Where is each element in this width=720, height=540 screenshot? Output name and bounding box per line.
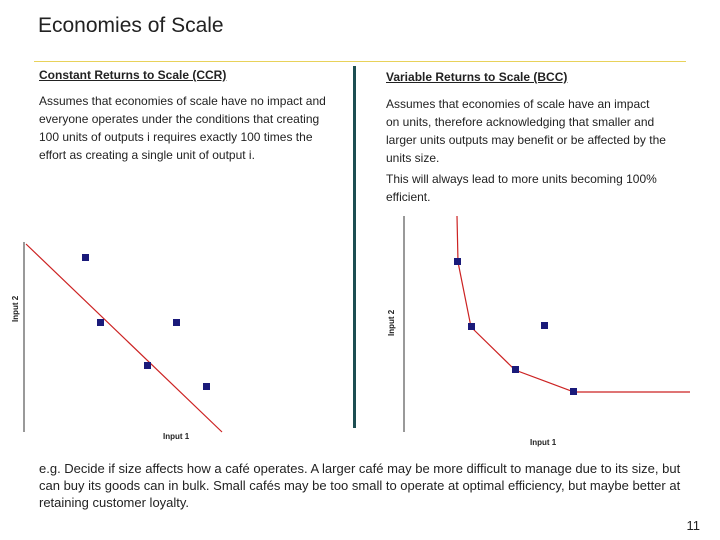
page-number: 11: [686, 518, 701, 533]
ccr-description: Assumes that economies of scale have no …: [39, 94, 326, 162]
ccr-chart: Input 1 Input 2: [11, 242, 223, 441]
ccr-heading: Constant Returns to Scale (CCR): [39, 68, 227, 82]
ccr-point: [82, 254, 89, 261]
bcc-point: [454, 258, 461, 265]
bcc-point: [570, 388, 577, 395]
column-divider: [353, 66, 356, 428]
bcc-point: [512, 366, 519, 373]
ccr-point: [203, 383, 210, 390]
ccr-frontier-line: [25, 243, 223, 433]
ccr-point: [144, 362, 151, 369]
bcc-point: [541, 322, 548, 329]
ccr-y-label: Input 2: [11, 295, 20, 322]
title-underline: [34, 61, 686, 62]
bcc-y-label: Input 2: [387, 309, 396, 336]
bcc-point: [468, 323, 475, 330]
bcc-frontier-line: [456, 215, 690, 393]
slide-title: Economies of Scale: [38, 14, 224, 37]
bcc-description: Assumes that economies of scale have an …: [386, 97, 666, 165]
bcc-chart: Input 1 Input 2: [387, 215, 690, 447]
example-footnote: e.g. Decide if size affects how a café o…: [39, 461, 681, 510]
bcc-x-label: Input 1: [530, 438, 557, 447]
ccr-x-label: Input 1: [163, 432, 190, 441]
ccr-point: [97, 319, 104, 326]
bcc-heading: Variable Returns to Scale (BCC): [386, 70, 568, 84]
bcc-note: This will always lead to more units beco…: [386, 172, 657, 204]
ccr-point: [173, 319, 180, 326]
